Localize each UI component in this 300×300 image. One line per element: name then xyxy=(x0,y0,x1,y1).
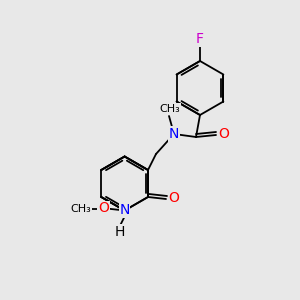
Text: CH₃: CH₃ xyxy=(160,104,180,114)
Text: O: O xyxy=(169,191,179,205)
Text: O: O xyxy=(98,202,109,215)
Text: H: H xyxy=(114,224,125,239)
Text: CH₃: CH₃ xyxy=(70,203,91,214)
Text: F: F xyxy=(196,32,204,46)
Text: O: O xyxy=(219,127,230,140)
Text: N: N xyxy=(119,203,130,218)
Text: N: N xyxy=(169,127,179,141)
